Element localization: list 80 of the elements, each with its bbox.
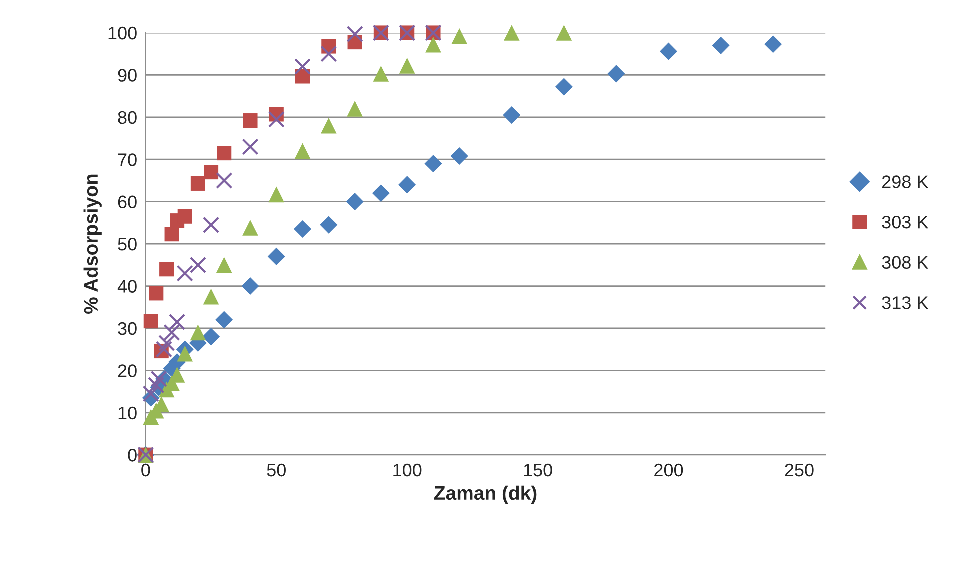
point <box>320 46 338 62</box>
point <box>202 216 220 234</box>
point <box>242 220 258 236</box>
legend-label: 308 K <box>882 256 929 270</box>
point <box>164 227 180 242</box>
y-tick-label: 10 <box>118 406 137 420</box>
point <box>216 257 232 274</box>
point <box>320 118 337 134</box>
point <box>164 324 180 342</box>
point <box>216 172 233 190</box>
point <box>203 288 220 305</box>
legend-label: 298 K <box>882 176 929 188</box>
point <box>217 146 232 161</box>
point <box>190 324 206 341</box>
point <box>503 106 521 124</box>
y-tick-label: 20 <box>118 364 137 378</box>
x-axis-title: Zaman (dk) <box>434 486 537 504</box>
point <box>156 341 173 358</box>
point <box>346 193 364 211</box>
point <box>373 66 390 82</box>
point <box>556 25 572 41</box>
point <box>242 277 260 296</box>
point <box>216 311 234 329</box>
point <box>764 36 782 54</box>
point <box>268 248 286 266</box>
point <box>608 65 626 83</box>
point <box>150 370 168 388</box>
point <box>142 386 160 402</box>
y-tick-label: 100 <box>108 26 137 40</box>
point <box>712 36 730 54</box>
x-tick-label: 150 <box>524 464 552 477</box>
point <box>294 143 311 160</box>
point <box>504 25 520 41</box>
point <box>176 265 194 282</box>
point <box>204 165 219 180</box>
y-tick-label: 40 <box>118 280 137 293</box>
point <box>144 314 158 329</box>
point <box>426 36 442 53</box>
point <box>398 176 416 194</box>
point <box>452 28 468 44</box>
y-tick-label: 30 <box>118 322 137 336</box>
legend-label: 313 K <box>882 296 929 310</box>
point <box>148 377 165 394</box>
y-axis-title: % Adsorpsiyon <box>84 174 102 314</box>
point <box>268 186 285 203</box>
point <box>450 147 468 166</box>
x-tick-label: 250 <box>785 464 814 477</box>
point <box>190 256 207 274</box>
x-tick-label: 0 <box>142 464 150 477</box>
point <box>294 58 312 76</box>
point <box>268 111 285 128</box>
point <box>202 328 220 346</box>
point <box>178 209 192 224</box>
y-tick-label: 0 <box>128 449 137 462</box>
x-tick-label: 50 <box>267 464 286 477</box>
point <box>320 216 338 234</box>
y-tick-label: 90 <box>118 69 137 82</box>
x-tick-label: 100 <box>394 464 422 477</box>
point <box>190 176 206 191</box>
point <box>347 101 363 117</box>
y-tick-label: 50 <box>118 238 137 251</box>
y-tick-label: 80 <box>118 111 137 124</box>
x-tick-label: 200 <box>654 464 684 477</box>
point <box>149 286 164 301</box>
point <box>399 58 416 74</box>
point <box>242 138 259 156</box>
legend-label: 303 K <box>882 216 929 229</box>
point <box>243 114 258 128</box>
point <box>346 26 364 43</box>
point <box>160 262 174 277</box>
point <box>660 42 678 60</box>
point <box>372 184 390 202</box>
point <box>168 314 186 330</box>
point <box>555 78 573 96</box>
point <box>424 155 442 173</box>
y-tick-label: 70 <box>118 154 137 166</box>
point <box>177 346 194 362</box>
point <box>158 334 176 352</box>
y-tick-label: 60 <box>118 196 137 209</box>
point <box>294 220 312 238</box>
